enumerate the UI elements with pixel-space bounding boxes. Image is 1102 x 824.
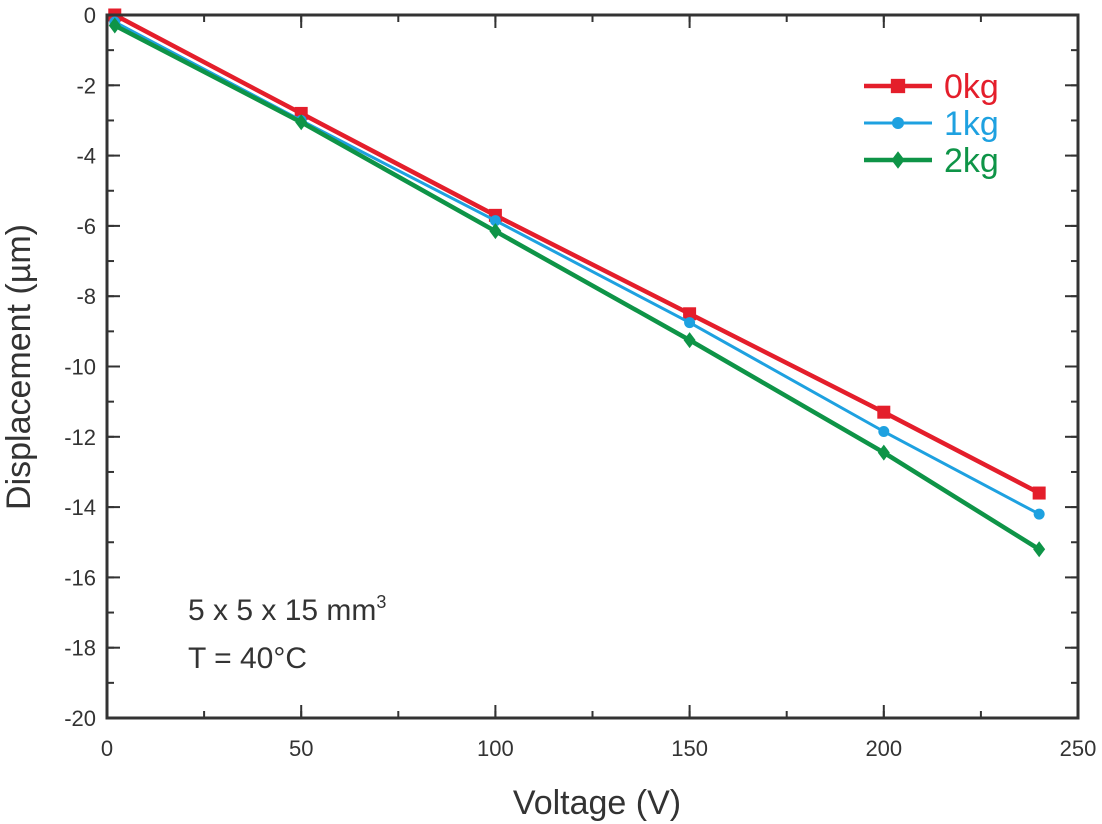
series-layer bbox=[108, 8, 1046, 558]
x-tick-label: 0 bbox=[101, 736, 113, 761]
annotation-temperature: T = 40°C bbox=[188, 642, 307, 675]
y-tick-label: -6 bbox=[76, 214, 96, 239]
x-tick-label: 100 bbox=[477, 736, 514, 761]
data-point-2kg bbox=[683, 332, 696, 349]
y-tick-label: -8 bbox=[76, 284, 96, 309]
x-tick-label: 150 bbox=[671, 736, 708, 761]
legend-item-0kg: 0kg bbox=[864, 68, 999, 106]
data-point-0kg bbox=[1032, 486, 1046, 500]
y-tick-label: -2 bbox=[76, 73, 96, 98]
x-tick-labels: 0 50 100 150 200 250 bbox=[101, 736, 1096, 761]
y-tick-label: -12 bbox=[64, 425, 96, 450]
x-tick-label: 50 bbox=[289, 736, 313, 761]
data-point-2kg bbox=[1033, 541, 1046, 558]
annotation-size: 5 x 5 x 15 mm3 bbox=[188, 592, 386, 627]
data-point-2kg bbox=[489, 223, 502, 240]
series-2kg bbox=[108, 17, 1046, 558]
y-tick-label: -20 bbox=[64, 706, 96, 731]
x-tick-label: 250 bbox=[1060, 736, 1097, 761]
y-tick-label: -14 bbox=[64, 495, 96, 520]
annotation-size-main: 5 x 5 x 15 mm bbox=[188, 594, 376, 627]
data-point-1kg bbox=[684, 317, 696, 329]
data-point-2kg bbox=[295, 114, 308, 131]
data-point-0kg bbox=[683, 307, 697, 321]
y-tick-label: -18 bbox=[64, 636, 96, 661]
data-point-2kg bbox=[877, 444, 890, 461]
y-axis-title: Displacement (µm) bbox=[0, 224, 38, 510]
data-point-1kg bbox=[489, 215, 501, 227]
annotation-size-superscript: 3 bbox=[376, 592, 386, 612]
series-line-0kg bbox=[113, 13, 1041, 495]
y-tick-label: -4 bbox=[76, 144, 96, 169]
legend-label-0kg: 0kg bbox=[944, 68, 999, 106]
series-line-2kg bbox=[113, 23, 1041, 552]
data-point-1kg bbox=[1033, 508, 1045, 520]
y-tick-label: -16 bbox=[64, 565, 96, 590]
x-axis-title: Voltage (V) bbox=[513, 784, 681, 822]
legend-marker-1kg bbox=[891, 116, 905, 130]
y-tick-labels: 0 -2 -4 -6 -8 -10 -12 -14 -16 -18 -20 bbox=[64, 3, 96, 731]
data-point-0kg bbox=[877, 405, 891, 419]
legend-item-1kg: 1kg bbox=[864, 105, 999, 143]
y-tick-label: 0 bbox=[84, 3, 96, 28]
data-point-2kg bbox=[108, 17, 121, 34]
legend-marker-0kg bbox=[890, 78, 906, 94]
legend-marker-2kg bbox=[891, 151, 905, 169]
legend-label-2kg: 2kg bbox=[944, 142, 999, 180]
data-point-1kg bbox=[878, 426, 890, 438]
plot-frame bbox=[105, 13, 1080, 720]
legend-item-2kg: 2kg bbox=[864, 142, 999, 180]
x-tick-label: 200 bbox=[865, 736, 902, 761]
legend-label-1kg: 1kg bbox=[944, 105, 999, 143]
y-tick-label: -10 bbox=[64, 355, 96, 380]
